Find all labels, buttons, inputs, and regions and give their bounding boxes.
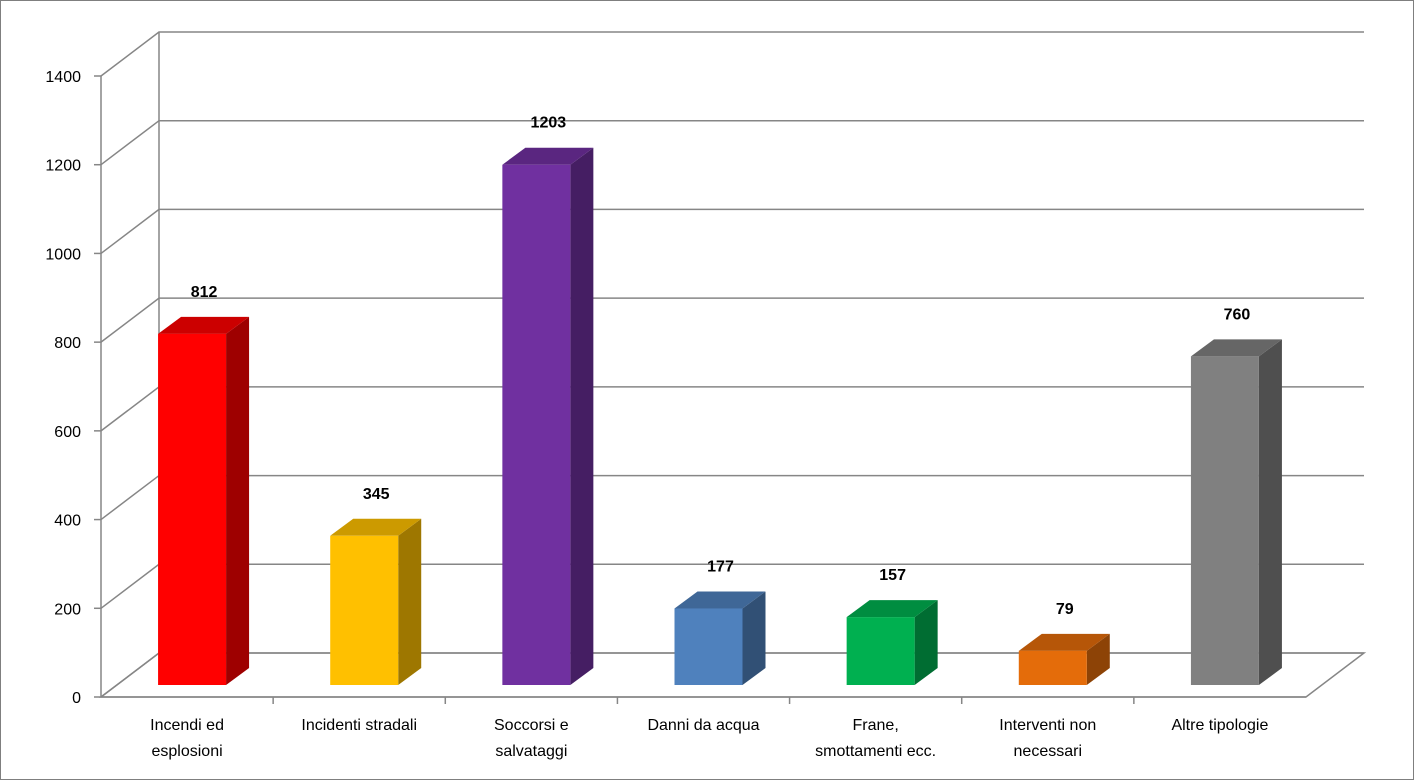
bar-side-face xyxy=(398,518,422,685)
y-tick-label: 200 xyxy=(54,601,81,618)
category-label-line: Incendi ed xyxy=(150,717,224,734)
bar-top-face xyxy=(1190,339,1282,357)
category-label: Soccorsi e salvataggi xyxy=(494,717,569,760)
category-label-line: smottamenti ecc. xyxy=(815,743,936,760)
bar-side-face xyxy=(1086,633,1110,685)
gridline xyxy=(100,208,1364,255)
gridline xyxy=(100,31,1364,77)
bar-front-face xyxy=(502,164,571,685)
bar-side-face xyxy=(914,600,938,685)
bars xyxy=(158,147,1282,685)
category-label: Incidenti stradali xyxy=(301,717,417,734)
gridline xyxy=(100,386,1364,432)
category-labels: Incendi ed esplosioni Incidenti stradali So… xyxy=(150,717,1268,760)
data-label: 760 xyxy=(1224,306,1251,323)
bar-front-face xyxy=(330,535,399,685)
data-label: 812 xyxy=(191,284,218,301)
bar xyxy=(330,518,422,685)
y-tick-label: 800 xyxy=(54,335,81,352)
data-label: 177 xyxy=(707,558,734,575)
axes xyxy=(94,75,1306,704)
y-tick-label: 400 xyxy=(54,513,81,530)
category-label-line: Altre tipologie xyxy=(1171,717,1268,734)
data-label: 345 xyxy=(363,486,390,503)
data-label: 79 xyxy=(1056,601,1074,618)
bar-side-face xyxy=(226,316,250,685)
y-tick-label: 0 xyxy=(72,690,81,707)
bar xyxy=(1190,339,1282,685)
y-axis-ticks: 0 200 400 600 800 1000 1200 1400 xyxy=(45,69,81,707)
category-label-line: Interventi non xyxy=(999,717,1096,734)
y-tick-label: 1200 xyxy=(45,158,81,175)
category-label-line: Incidenti stradali xyxy=(301,717,417,734)
bar-front-face xyxy=(1018,650,1087,685)
category-label: Frane, smottamenti ecc. xyxy=(815,717,936,760)
gridline xyxy=(100,474,1364,521)
category-label: Incendi ed esplosioni xyxy=(150,717,224,760)
bar-front-face xyxy=(674,608,743,685)
bar-side-face xyxy=(1258,339,1282,685)
bar-front-face xyxy=(846,617,915,685)
bar-top-face xyxy=(1018,633,1110,651)
bar-side-face xyxy=(570,147,594,685)
category-label-line: necessari xyxy=(1014,743,1082,760)
category-label-line: salvataggi xyxy=(495,743,567,760)
category-label: Danni da acqua xyxy=(647,717,759,734)
category-label-line: Frane, xyxy=(853,717,899,734)
bar-top-face xyxy=(846,600,938,618)
bar-front-face xyxy=(1190,356,1259,685)
bar xyxy=(846,600,938,685)
bar-top-face xyxy=(674,591,766,609)
y-tick-label: 1000 xyxy=(45,246,81,263)
bar-top-face xyxy=(330,518,422,536)
bar-top-face xyxy=(502,147,594,165)
category-label-line: Danni da acqua xyxy=(647,717,759,734)
y-tick-label: 1400 xyxy=(45,69,81,86)
bar-side-face xyxy=(742,591,766,685)
category-label-line: Soccorsi e xyxy=(494,717,569,734)
data-labels: 812 345 1203 177 157 79 760 xyxy=(191,115,1251,618)
bar xyxy=(158,316,250,685)
bar-top-face xyxy=(158,316,250,334)
data-label: 1203 xyxy=(531,115,567,132)
bar xyxy=(674,591,766,685)
category-label-line: esplosioni xyxy=(151,743,222,760)
data-label: 157 xyxy=(879,567,906,584)
y-tick-label: 600 xyxy=(54,424,81,441)
category-label: Altre tipologie xyxy=(1171,717,1268,734)
bar xyxy=(502,147,594,685)
gridline xyxy=(100,297,1364,343)
gridline xyxy=(100,119,1364,166)
bar-front-face xyxy=(158,333,227,685)
category-label: Interventi non necessari xyxy=(999,717,1096,760)
bar xyxy=(1018,633,1110,685)
